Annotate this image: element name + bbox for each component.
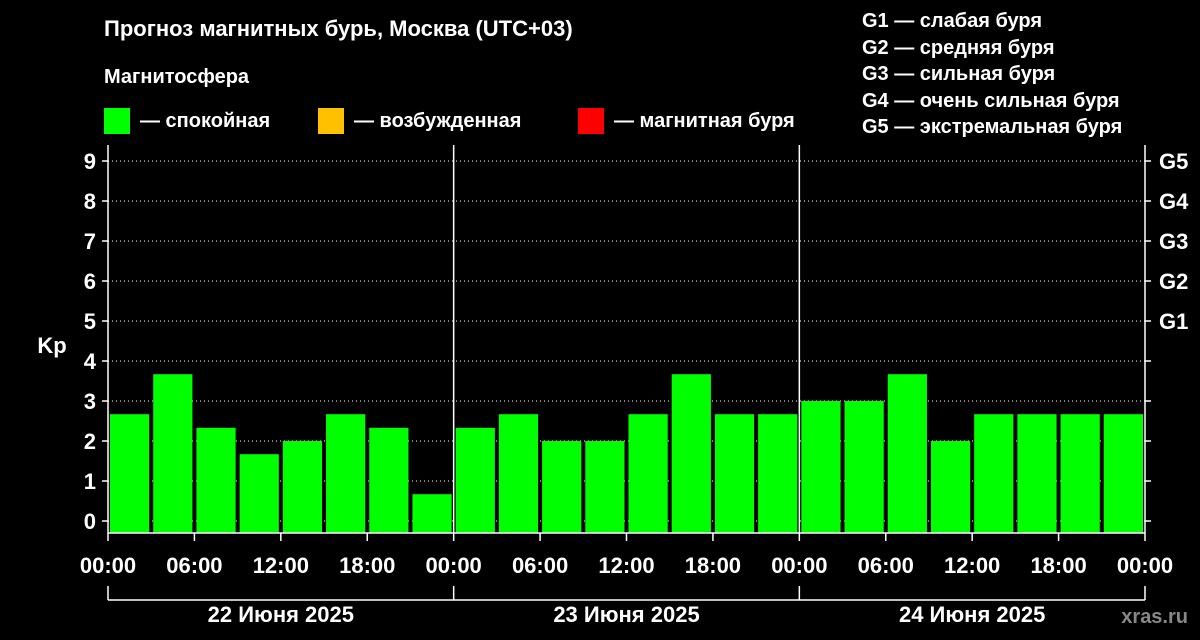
kp-bar — [196, 427, 236, 533]
y-tick-label: 9 — [84, 149, 96, 174]
y-tick-label: 0 — [84, 509, 96, 534]
kp-bar — [153, 374, 193, 533]
legend-item-quiet: — спокойная — [104, 107, 270, 135]
g-tick-label: G2 — [1159, 269, 1188, 294]
x-tick-label: 12:00 — [944, 553, 1000, 578]
x-tick-label: 00:00 — [1117, 553, 1173, 578]
kp-bar — [282, 441, 323, 533]
y-tick-label: 5 — [84, 309, 96, 334]
kp-bar — [887, 374, 927, 533]
x-tick-label: 12:00 — [598, 553, 654, 578]
g-tick-label: G5 — [1159, 149, 1188, 174]
x-tick-label: 06:00 — [166, 553, 222, 578]
day-label: 24 Июня 2025 — [899, 602, 1045, 627]
kp-bar — [930, 441, 971, 533]
storm-scale-g4: G4 — очень сильная буря — [862, 89, 1120, 112]
kp-bar — [412, 494, 452, 533]
x-tick-label: 06:00 — [858, 553, 914, 578]
legend-swatch-storm — [578, 108, 604, 134]
x-tick-label: 00:00 — [426, 553, 482, 578]
y-tick-label: 1 — [84, 469, 96, 494]
kp-bar — [671, 374, 711, 533]
kp-bar — [239, 454, 279, 533]
day-label: 22 Июня 2025 — [208, 602, 354, 627]
legend-swatch-quiet — [104, 108, 130, 134]
x-tick-label: 00:00 — [80, 553, 136, 578]
y-axis-label: Kp — [37, 333, 66, 358]
x-tick-label: 18:00 — [1030, 553, 1086, 578]
kp-bar — [628, 414, 668, 533]
legend-label-storm: — магнитная буря — [614, 109, 795, 132]
g-tick-label: G4 — [1159, 189, 1189, 214]
x-tick-label: 06:00 — [512, 553, 568, 578]
storm-scale-legend: G1 — слабая буря G2 — средняя буря G3 — … — [862, 8, 1122, 141]
kp-bar — [714, 414, 755, 533]
kp-bar — [1103, 414, 1143, 533]
y-tick-label: 8 — [84, 189, 96, 214]
legend-label-disturbed: — возбужденная — [354, 109, 522, 132]
legend-label-quiet: — спокойная — [140, 109, 271, 132]
y-tick-label: 2 — [84, 429, 96, 454]
x-tick-label: 18:00 — [339, 553, 395, 578]
kp-bar — [326, 414, 366, 533]
x-tick-label: 12:00 — [253, 553, 309, 578]
x-tick-label: 18:00 — [685, 553, 741, 578]
kp-bar — [455, 427, 495, 533]
kp-bar — [498, 414, 539, 533]
legend-swatch-disturbed — [318, 108, 344, 134]
storm-scale-g2: G2 — средняя буря — [862, 36, 1055, 59]
legend-item-storm: — магнитная буря — [578, 107, 795, 135]
x-tick-label: 00:00 — [771, 553, 827, 578]
day-label: 23 Июня 2025 — [553, 602, 699, 627]
y-tick-label: 7 — [84, 229, 96, 254]
kp-bar — [801, 401, 841, 533]
storm-scale-g3: G3 — сильная буря — [862, 63, 1056, 85]
kp-bar — [369, 427, 409, 533]
legend-item-disturbed: — возбужденная — [318, 107, 521, 135]
kp-bar — [585, 441, 625, 533]
y-tick-label: 6 — [84, 269, 96, 294]
chart-title: Прогноз магнитных бурь, Москва (UTC+03) — [104, 16, 573, 41]
watermark: xras.ru — [1121, 606, 1188, 628]
kp-bar — [844, 401, 884, 533]
g-tick-label: G3 — [1159, 229, 1188, 254]
y-tick-label: 4 — [84, 349, 97, 374]
kp-bar — [974, 414, 1014, 533]
legend-title: Магнитосфера — [104, 66, 250, 88]
kp-bar — [1017, 414, 1057, 533]
storm-scale-g1: G1 — слабая буря — [862, 10, 1043, 32]
g-tick-label: G1 — [1159, 309, 1188, 334]
y-tick-label: 3 — [84, 389, 96, 414]
kp-bar — [110, 414, 150, 533]
kp-bar — [1060, 414, 1100, 533]
kp-bar — [758, 414, 798, 533]
kp-bar — [542, 441, 582, 533]
storm-scale-g5: G5 — экстремальная буря — [862, 116, 1123, 138]
